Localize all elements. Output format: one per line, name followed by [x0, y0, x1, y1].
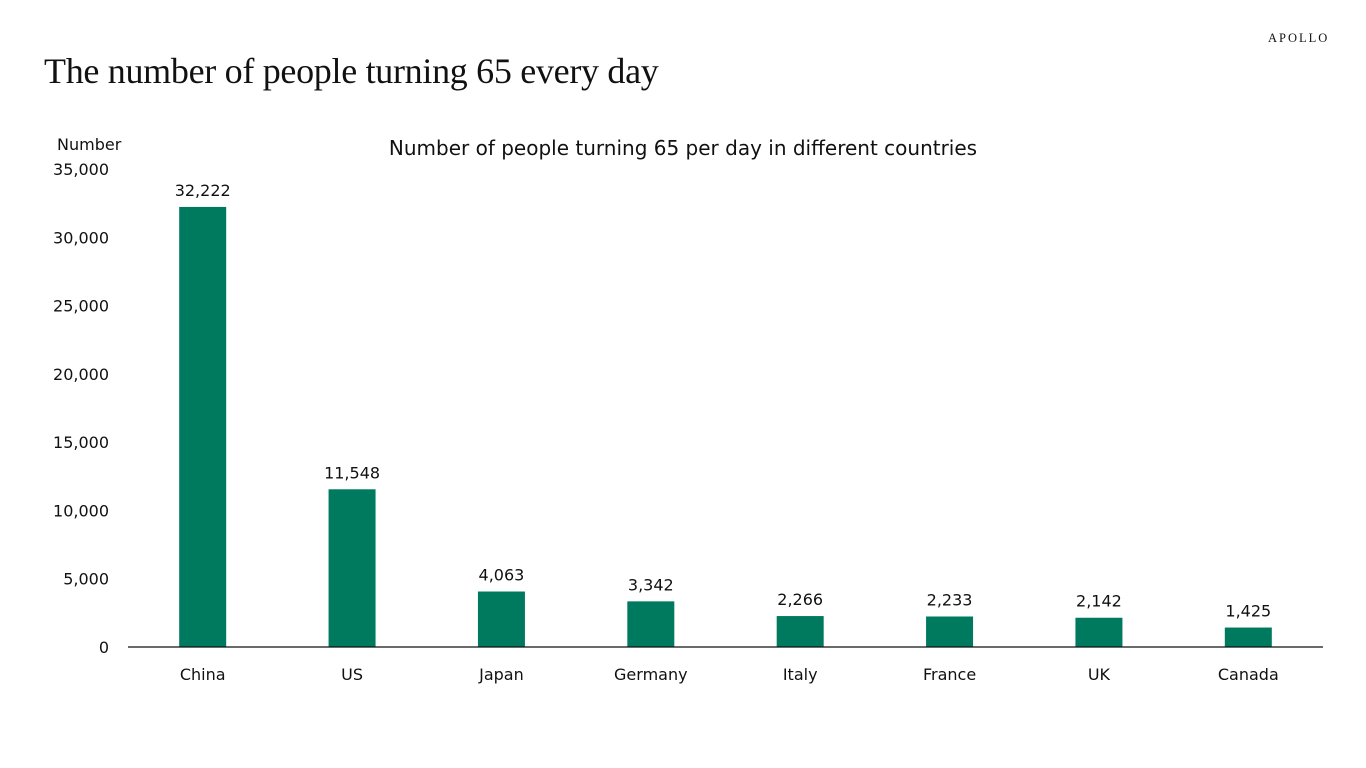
y-tick-label: 20,000: [53, 365, 109, 384]
x-tick-label: Germany: [614, 665, 688, 684]
x-tick-label: UK: [1088, 665, 1111, 684]
chart-title: Number of people turning 65 per day in d…: [389, 136, 977, 160]
data-label: 2,266: [777, 590, 823, 609]
x-tick-label: Japan: [478, 665, 524, 684]
bar-germany: [627, 601, 675, 647]
y-axis-label: Number: [57, 135, 122, 154]
y-tick-label: 10,000: [53, 501, 109, 520]
x-tick-label: France: [923, 665, 976, 684]
data-label: 2,233: [927, 591, 973, 610]
data-label: 4,063: [479, 566, 525, 585]
y-tick-label: 0: [99, 638, 109, 657]
page-title: The number of people turning 65 every da…: [44, 51, 659, 91]
bar-italy: [776, 616, 824, 647]
x-tick-label: China: [180, 665, 226, 684]
bar-uk: [1075, 617, 1123, 647]
data-label: 2,142: [1076, 592, 1122, 611]
bar-japan: [477, 591, 525, 647]
x-tick-label: US: [341, 665, 363, 684]
x-tick-label: Canada: [1218, 665, 1279, 684]
y-tick-label: 5,000: [63, 570, 109, 589]
data-label: 11,548: [324, 463, 380, 482]
bar-france: [926, 616, 974, 647]
y-tick-label: 35,000: [53, 160, 109, 179]
y-tick-label: 15,000: [53, 433, 109, 452]
y-tick-label: 30,000: [53, 228, 109, 247]
bar-us: [328, 489, 376, 647]
x-tick-label: Italy: [783, 665, 818, 684]
data-label: 1,425: [1225, 602, 1271, 621]
data-label: 3,342: [628, 575, 674, 594]
apollo-logo: APOLLO: [1268, 31, 1330, 45]
bar-canada: [1224, 627, 1272, 647]
y-tick-label: 25,000: [53, 297, 109, 316]
data-label: 32,222: [175, 181, 231, 200]
bar-china: [179, 206, 227, 647]
